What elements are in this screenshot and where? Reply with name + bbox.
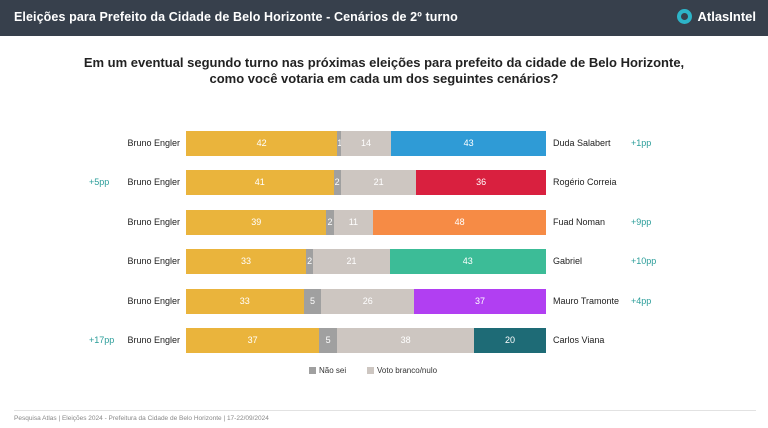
bar-segment-engler xyxy=(186,170,334,196)
row-right-label: Fuad Noman xyxy=(553,216,606,227)
page-title: Eleições para Prefeito da Cidade de Belo… xyxy=(14,10,458,24)
bar-segment-nao-sei xyxy=(326,209,334,235)
bar-segment-nao-sei xyxy=(303,288,322,314)
bar-value-label: 43 xyxy=(462,256,473,267)
bar-value-label: 33 xyxy=(239,295,250,306)
bar-segment-nao-sei xyxy=(337,131,341,156)
bar-segment-opponent xyxy=(373,209,546,235)
bar-value-label: 5 xyxy=(310,295,316,306)
bar-segment-engler xyxy=(186,131,338,156)
bar-value-label: 2 xyxy=(334,177,340,188)
row-right-label: Rogério Correia xyxy=(553,177,617,188)
bar-value-label: 21 xyxy=(346,256,357,267)
bar-segment-branco-nulo xyxy=(337,328,474,353)
bar-value-label: 38 xyxy=(400,335,411,345)
row-left-label: Bruno Engler xyxy=(127,256,180,267)
bar-value-label: 37 xyxy=(247,335,258,345)
bar-value-label: 37 xyxy=(475,295,486,306)
bar-segment-opponent xyxy=(416,170,546,196)
row-right-label: Carlos Viana xyxy=(553,335,605,345)
bar-value-label: 36 xyxy=(476,177,487,188)
bar-segment-engler xyxy=(186,328,320,353)
bar-value-label: 11 xyxy=(348,216,359,227)
row-right-label: Duda Salabert xyxy=(553,138,611,148)
legend-swatch xyxy=(367,367,374,374)
row-right-label: Mauro Tramonte xyxy=(553,295,620,306)
bar-segment-branco-nulo xyxy=(340,170,417,196)
bar-segment-opponent xyxy=(474,328,546,353)
legend-label: Voto branco/nulo xyxy=(377,366,438,375)
right-delta-label: +4pp xyxy=(631,295,652,306)
question-line-1: Em um eventual segundo turno nas próxima… xyxy=(83,55,685,70)
bar-segment-nao-sei xyxy=(333,170,341,196)
bar-value-label: 26 xyxy=(362,295,373,306)
left-delta-label: +5pp xyxy=(89,177,110,188)
footer-divider xyxy=(14,410,756,411)
row-right-label: Gabriel xyxy=(553,256,583,267)
bar-segment-branco-nulo xyxy=(321,288,415,314)
legend-label: Não sei xyxy=(319,366,347,375)
bar-value-label: 20 xyxy=(504,335,515,345)
right-delta-label: +9pp xyxy=(631,216,652,227)
bar-value-label: 42 xyxy=(256,138,267,148)
bar-segment-engler xyxy=(186,288,304,314)
right-delta-label: +1pp xyxy=(631,138,652,148)
bar-value-label: 1 xyxy=(337,138,343,148)
bar-value-label: 33 xyxy=(240,256,251,267)
bar-segment-opponent xyxy=(414,288,546,314)
bar-segment-nao-sei xyxy=(306,249,314,275)
atlas-logo-icon xyxy=(677,9,693,24)
bar-value-label: 43 xyxy=(463,138,474,148)
row-left-label: Bruno Engler xyxy=(127,295,180,306)
right-delta-label: +10pp xyxy=(631,256,657,267)
footer-source: Pesquisa Atlas | Eleições 2024 - Prefeit… xyxy=(14,415,269,422)
bar-segment-opponent xyxy=(389,249,546,275)
bar-value-label: 2 xyxy=(307,256,313,267)
bar-segment-branco-nulo xyxy=(340,131,392,156)
bar-value-label: 21 xyxy=(373,177,384,188)
bar-segment-engler xyxy=(186,209,327,235)
row-left-label: Bruno Engler xyxy=(127,335,180,345)
bar-value-label: 14 xyxy=(360,138,371,148)
row-left-label: Bruno Engler xyxy=(127,216,180,227)
legend-item: Não sei xyxy=(309,366,346,375)
bar-segment-branco-nulo xyxy=(313,249,390,275)
bar-segment-branco-nulo xyxy=(333,209,374,235)
header-bar: Eleições para Prefeito da Cidade de Belo… xyxy=(0,0,768,36)
bar-value-label: 5 xyxy=(325,335,331,345)
survey-question: Em um eventual segundo turno nas próxima… xyxy=(0,55,768,87)
brand-logo: AtlasIntel xyxy=(677,9,756,24)
brand-name: AtlasIntel xyxy=(697,9,756,24)
row-left-label: Bruno Engler xyxy=(127,138,180,148)
bar-value-label: 41 xyxy=(254,177,265,188)
bar-value-label: 39 xyxy=(251,216,262,227)
left-delta-label: +17pp xyxy=(89,335,115,345)
bar-segment-engler xyxy=(186,249,306,275)
legend-swatch xyxy=(309,367,316,374)
bar-segment-nao-sei xyxy=(319,328,338,353)
row-left-label: Bruno Engler xyxy=(127,177,180,188)
legend-item: Voto branco/nulo xyxy=(367,366,437,375)
question-line-2: como você votaria em cada um dos seguint… xyxy=(209,71,559,86)
bar-value-label: 2 xyxy=(327,216,333,227)
bar-value-label: 48 xyxy=(454,216,465,227)
bar-segment-opponent xyxy=(391,131,546,156)
